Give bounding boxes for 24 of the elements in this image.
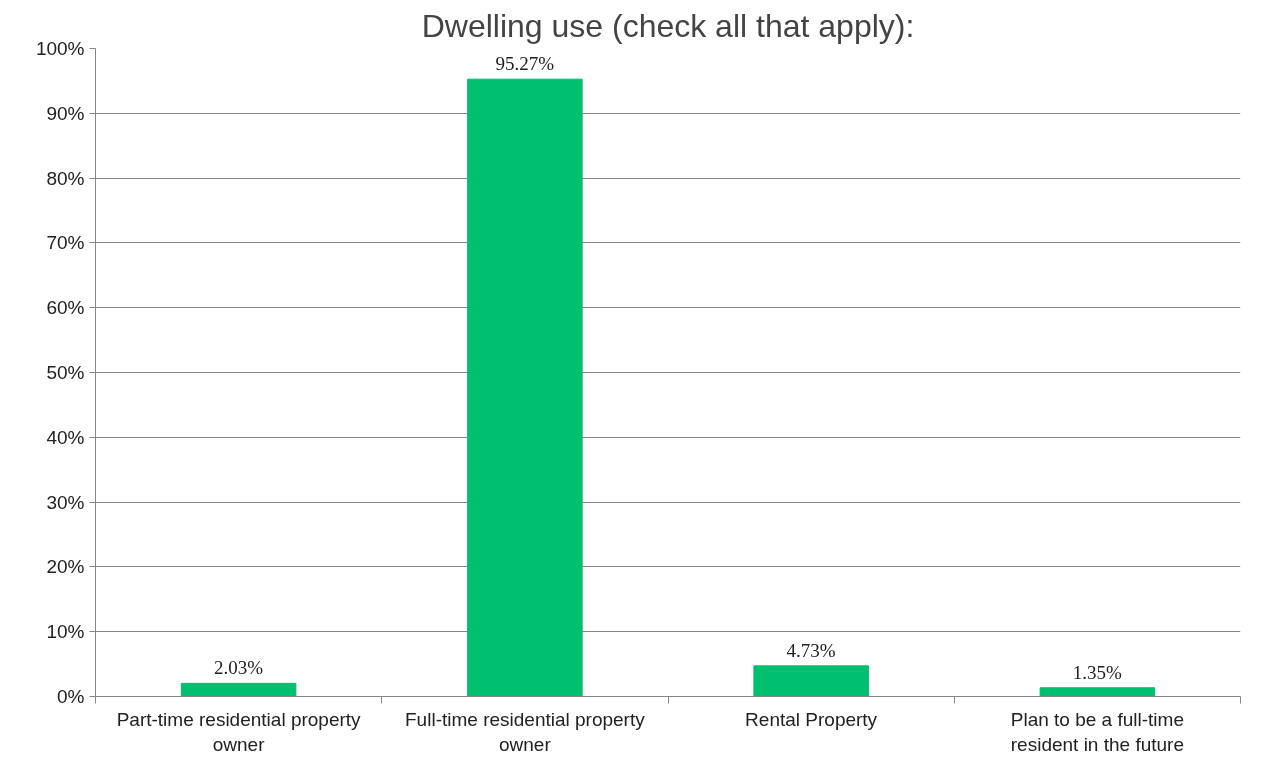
y-tick-label: 100% <box>35 38 85 59</box>
x-tick-label: Rental Property <box>745 708 878 730</box>
bar <box>753 665 869 697</box>
chart-title: Dwelling use (check all that apply): <box>421 7 915 44</box>
x-tick-label: Plan to be a full-time resident in the future <box>1010 708 1184 755</box>
data-label: 1.35% <box>1072 661 1123 683</box>
x-tick-label: Full-time residential property owner <box>405 708 646 755</box>
y-tick-label: 10% <box>46 621 85 643</box>
y-tick-label: 20% <box>46 556 85 578</box>
y-tick-label: 80% <box>46 167 85 189</box>
y-tick-label: 30% <box>46 491 85 513</box>
y-tick-label: 0% <box>57 686 85 707</box>
x-tick-label: Part-time residential property owner <box>116 708 362 755</box>
data-label: 95.27% <box>495 53 555 75</box>
y-tick-label: 50% <box>46 362 85 383</box>
bar <box>180 682 297 697</box>
y-tick-label: 40% <box>46 426 85 448</box>
data-label: 2.03% <box>214 657 264 679</box>
bar <box>1039 687 1156 697</box>
data-label: 4.73% <box>786 639 836 661</box>
bar <box>467 78 583 697</box>
y-tick-label: 70% <box>46 232 85 254</box>
y-tick-label: 90% <box>46 102 85 124</box>
y-tick-label: 60% <box>46 297 85 319</box>
